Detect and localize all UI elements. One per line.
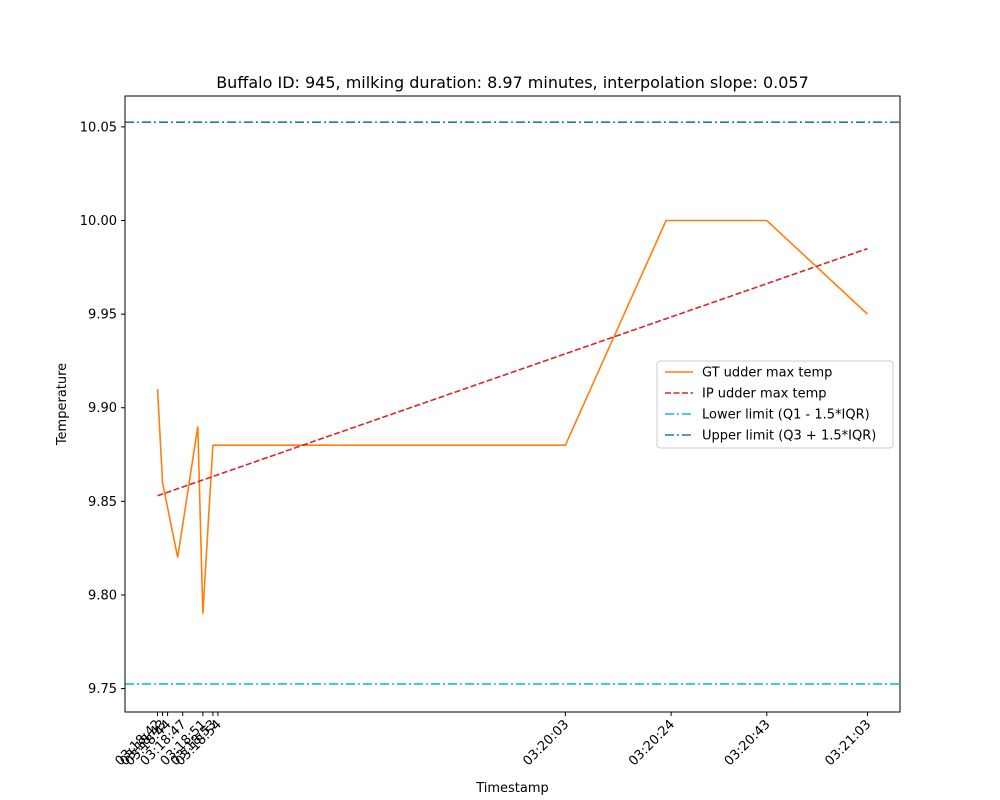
y-tick-label: 10.05 — [80, 120, 117, 135]
plot-area — [124, 95, 901, 713]
y-axis: 9.75 9.80 9.85 9.90 9.95 10.00 10.05 — [80, 120, 125, 697]
y-axis-label: Temperature — [55, 363, 70, 446]
legend-label: Lower limit (Q1 - 1.5*IQR) — [702, 408, 870, 423]
series-line-2 — [157, 247, 868, 497]
y-tick-label: 9.80 — [88, 588, 117, 603]
legend-box — [656, 360, 894, 449]
y-tick-label: 9.95 — [88, 308, 117, 323]
y-tick-label: 9.85 — [88, 495, 117, 510]
legend-label: GT udder max temp — [702, 366, 832, 381]
chart-title: Buffalo ID: 945, milking duration: 8.97 … — [216, 73, 809, 92]
legend-label: Upper limit (Q3 + 1.5*IQR) — [702, 429, 876, 444]
y-tick-label: 9.90 — [88, 401, 117, 416]
y-tick-label: 9.75 — [88, 682, 117, 697]
legend: GT udder max temp IP udder max temp Lower … — [656, 360, 894, 449]
axes-frame — [124, 95, 901, 713]
series-line-1 — [156, 219, 869, 614]
x-axis-label: Timestamp — [475, 781, 549, 796]
legend-label: IP udder max temp — [702, 387, 827, 402]
y-tick-label: 10.00 — [80, 214, 117, 229]
